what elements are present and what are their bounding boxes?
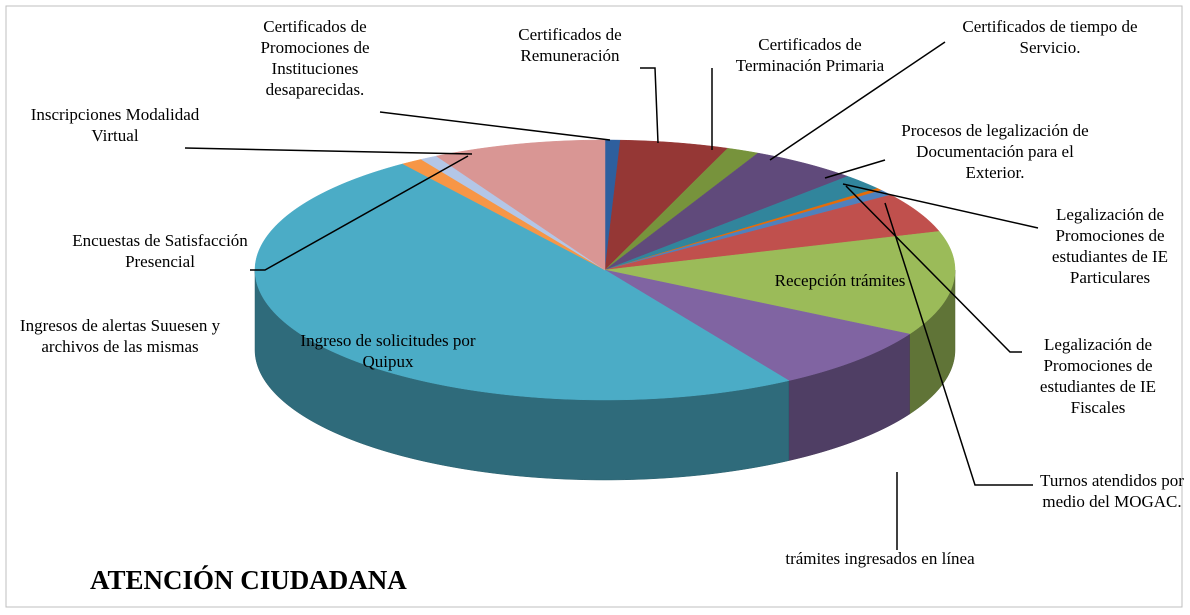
slice-label: Legalización de Promociones de estudiant… bbox=[1039, 335, 1157, 417]
slice-label: Inscripciones Modalidad Virtual bbox=[30, 105, 200, 145]
chart-title: ATENCIÓN CIUDADANA bbox=[90, 565, 407, 595]
pie-slice bbox=[604, 147, 759, 271]
pie-slice bbox=[604, 176, 879, 271]
slice-label: Certificados de Terminación Primaria bbox=[735, 35, 885, 75]
leader-line bbox=[824, 159, 886, 179]
pie-slice bbox=[604, 139, 729, 271]
slice-label: Certificados de tiempo de Servicio. bbox=[962, 17, 1138, 57]
slice-label: trámites ingresados en línea bbox=[785, 549, 975, 568]
pie-slice bbox=[604, 269, 911, 381]
slice-label: Ingreso de solicitudes por Quipux bbox=[300, 331, 476, 371]
slice-label: Legalización de Promociones de estudiant… bbox=[1051, 205, 1169, 287]
frame bbox=[5, 5, 1183, 608]
slice-label: Certificados de Remuneración bbox=[518, 25, 622, 65]
pie-tops bbox=[254, 139, 956, 401]
leader-line bbox=[640, 67, 659, 144]
leader-line bbox=[769, 41, 946, 161]
pie-slice bbox=[604, 194, 940, 271]
pie-slice bbox=[435, 139, 606, 271]
pie-slice bbox=[604, 231, 956, 335]
slice-label: Encuestas de Satisfacción Presencial bbox=[72, 231, 248, 271]
pie-slice bbox=[254, 163, 790, 401]
slice-label: Procesos de legalización de Documentació… bbox=[901, 121, 1089, 182]
slice-label: Ingresos de alertas Suuesen y archivos d… bbox=[19, 316, 221, 356]
leader-line bbox=[884, 202, 1033, 486]
leader-line bbox=[842, 183, 1039, 229]
leader-lines bbox=[184, 41, 1039, 550]
slice-label: Certificados de Promociones de Instituci… bbox=[260, 17, 370, 99]
pie-slice bbox=[604, 152, 849, 271]
leader-line bbox=[184, 147, 473, 155]
slice-label: Recepción trámites bbox=[774, 271, 906, 290]
leader-line bbox=[845, 185, 1022, 353]
leader-line bbox=[250, 155, 469, 271]
leader-line bbox=[379, 111, 611, 141]
slice-label: Turnos atendidos por medio del MOGAC. bbox=[1040, 471, 1184, 511]
